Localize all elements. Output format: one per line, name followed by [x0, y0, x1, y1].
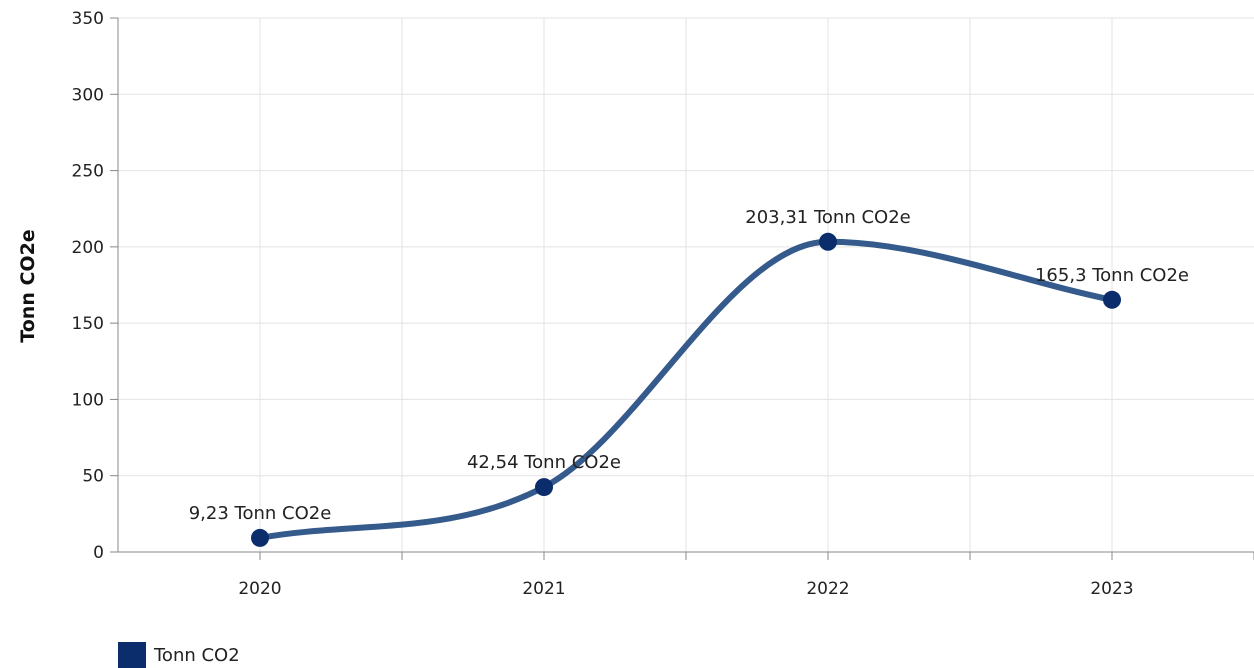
x-tick-label: 2023 [1090, 579, 1133, 599]
legend-label: Tonn CO2 [154, 644, 240, 666]
x-tick-label: 2020 [238, 579, 281, 599]
y-tick-label: 150 [72, 314, 104, 334]
data-label: 203,31 Tonn CO2e [745, 207, 910, 228]
series-layer [251, 232, 1121, 547]
data-point[interactable] [1103, 290, 1121, 309]
series-line [257, 238, 1115, 541]
y-tick-label: 200 [72, 238, 104, 258]
y-tick-label: 250 [72, 162, 104, 182]
grid-lines [118, 17, 1254, 552]
legend: Tonn CO2 [118, 642, 240, 668]
y-tick-label: 300 [72, 85, 104, 105]
data-point[interactable] [819, 232, 837, 251]
x-tick-label: 2021 [522, 579, 565, 599]
y-axis-ticks: 0 50 100 150 200 250 300 350 [72, 9, 118, 563]
data-label: 9,23 Tonn CO2e [189, 503, 332, 524]
x-tick-label: 2022 [806, 579, 849, 599]
legend-swatch [118, 642, 146, 668]
data-label: 165,3 Tonn CO2e [1035, 265, 1189, 286]
data-labels: 9,23 Tonn CO2e 42,54 Tonn CO2e 203,31 Tonn… [189, 207, 1189, 524]
y-tick-label: 350 [72, 9, 104, 29]
x-axis-ticks: 2020 2021 2022 2023 [238, 552, 1254, 599]
y-tick-label: 50 [82, 467, 104, 487]
y-tick-label: 0 [93, 543, 104, 563]
y-axis-label: Tonn CO2e [17, 229, 39, 342]
data-point[interactable] [251, 528, 269, 547]
y-tick-label: 100 [72, 390, 104, 410]
data-point[interactable] [535, 478, 553, 497]
data-label: 42,54 Tonn CO2e [467, 452, 621, 473]
